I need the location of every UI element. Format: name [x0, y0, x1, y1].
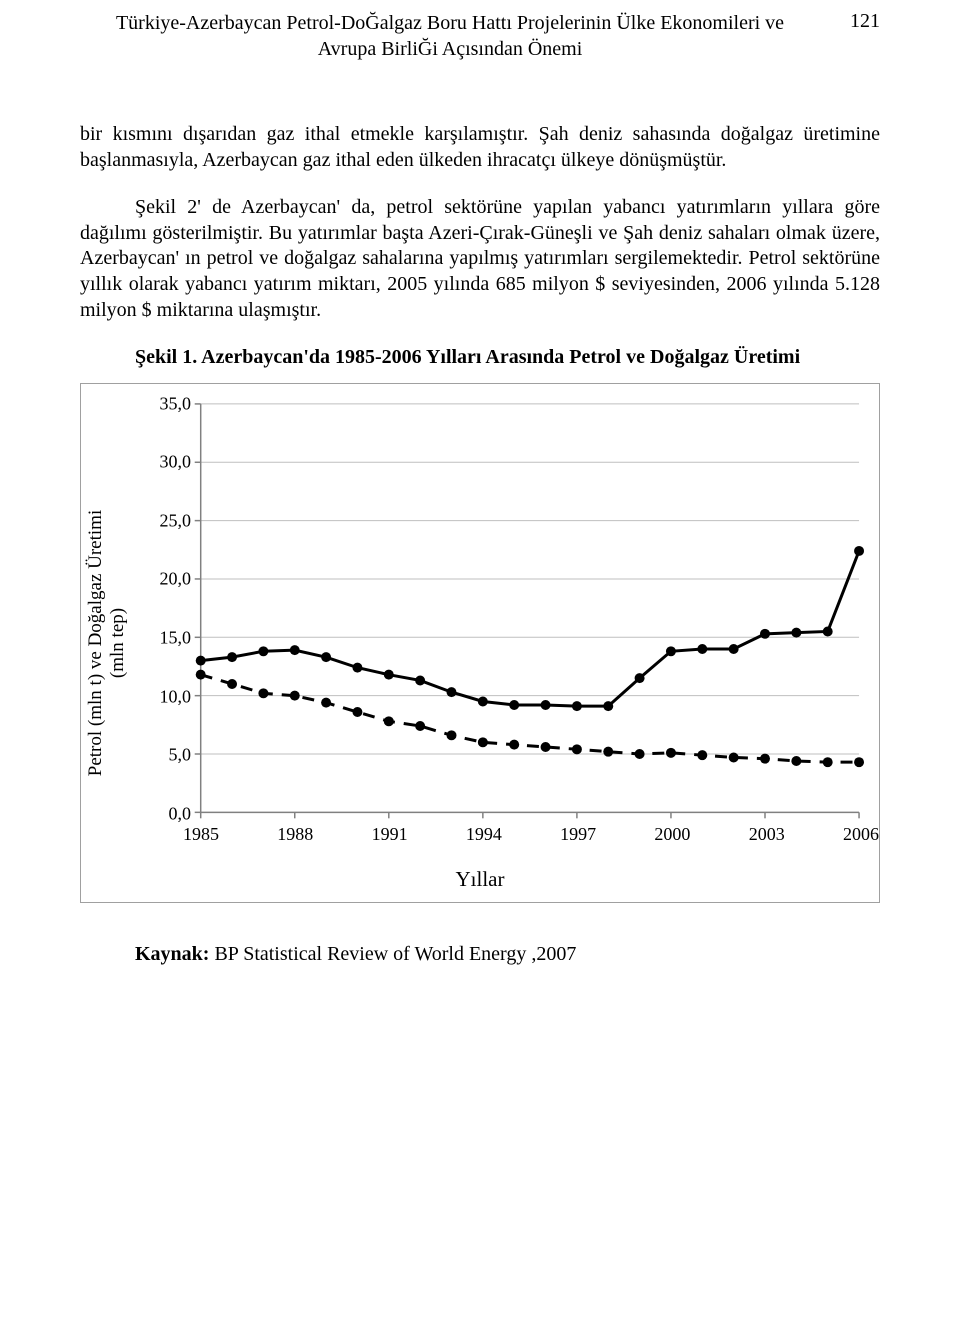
x-tick-label: 1997 [560, 824, 596, 845]
y-tick-label: 30,0 [147, 452, 191, 473]
source-label: Kaynak: [135, 943, 209, 965]
x-axis-label: Yıllar [81, 867, 879, 892]
chart-container: Petrol (mln t) ve Doğalgaz Üretimi (mln … [80, 383, 880, 903]
y-tick-label: 10,0 [147, 686, 191, 707]
x-tick-label: 2006 [843, 824, 879, 845]
y-tick-label: 0,0 [147, 803, 191, 824]
page-header: Türkiye-Azerbaycan Petrol-DoĞalgaz Boru … [80, 10, 880, 62]
source-text: BP Statistical Review of World Energy ,2… [209, 943, 576, 965]
page-number: 121 [840, 10, 880, 33]
y-tick-label: 20,0 [147, 569, 191, 590]
y-axis-label-line-1: Petrol (mln t) ve Doğalgaz Üretimi [85, 510, 106, 776]
y-tick-label: 35,0 [147, 393, 191, 414]
running-title-line-1: Türkiye-Azerbaycan Petrol-DoĞalgaz Boru … [116, 12, 784, 34]
running-title: Türkiye-Azerbaycan Petrol-DoĞalgaz Boru … [80, 10, 820, 62]
y-tick-label: 15,0 [147, 628, 191, 649]
figure-caption-label: Şekil 1. [135, 346, 197, 368]
x-tick-label: 1988 [277, 824, 313, 845]
y-tick-label: 5,0 [147, 745, 191, 766]
x-tick-label: 1991 [372, 824, 408, 845]
y-tick-label: 25,0 [147, 510, 191, 531]
x-tick-label: 1985 [183, 824, 219, 845]
figure-caption-text: Azerbaycan'da 1985-2006 Yılları Arasında… [197, 346, 800, 368]
y-axis-label-line-2: (mln tep) [107, 608, 128, 678]
paragraph-2: Şekil 2' de Azerbaycan' da, petrol sektö… [80, 195, 880, 323]
x-tick-label: 1994 [466, 824, 502, 845]
x-tick-label: 2000 [654, 824, 690, 845]
figure-caption: Şekil 1. Azerbaycan'da 1985-2006 Yılları… [80, 345, 880, 371]
paragraph-1: bir kısmını dışarıdan gaz ithal etmekle … [80, 122, 880, 173]
x-tick-label: 2003 [749, 824, 785, 845]
source-line: Kaynak: BP Statistical Review of World E… [80, 943, 880, 966]
y-axis-label: Petrol (mln t) ve Doğalgaz Üretimi (mln … [85, 483, 129, 803]
running-title-line-2: Avrupa BirliĞi Açısından Önemi [318, 38, 583, 60]
